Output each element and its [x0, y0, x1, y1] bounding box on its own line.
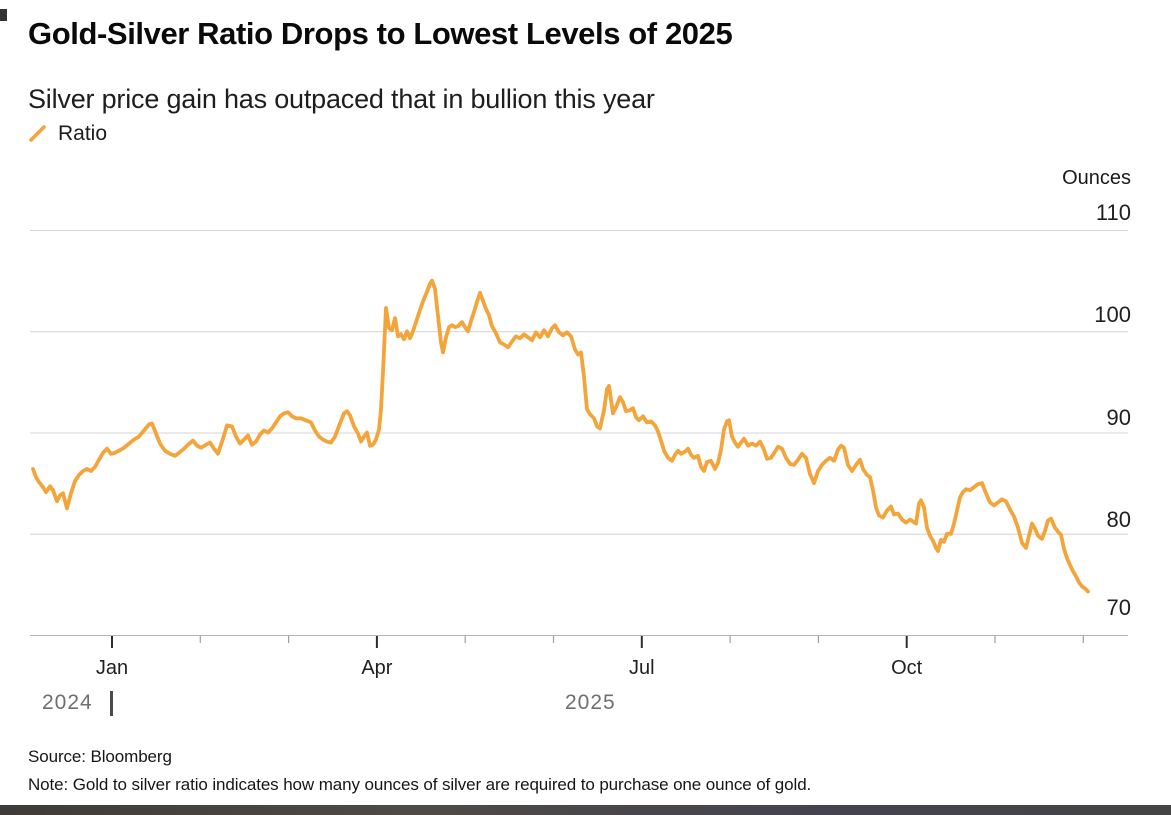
screen-edge-artifact: [0, 9, 7, 21]
x-axis-year-label-2024: 2024: [42, 691, 93, 714]
chart-legend: Ratio: [28, 122, 107, 146]
y-axis-unit-label: Ounces: [1062, 167, 1131, 189]
page-title: Gold-Silver Ratio Drops to Lowest Levels…: [28, 16, 733, 51]
x-axis-label-jul: Jul: [629, 657, 655, 679]
year-divider-bar: [110, 691, 113, 716]
legend-label-ratio: Ratio: [58, 122, 108, 145]
ratio-series-line: [31, 278, 1090, 594]
bottom-window-bar: [0, 805, 1171, 815]
y-axis-label-80: 80: [1106, 507, 1131, 532]
chart-footer: Source: Bloomberg Note: Gold to silver r…: [28, 743, 1148, 799]
x-axis-label-apr: Apr: [361, 657, 393, 679]
legend-line-swatch-icon: [28, 124, 48, 144]
x-axis-label-jan: Jan: [95, 657, 129, 679]
source-line: Source: Bloomberg: [28, 747, 172, 766]
y-axis-label-70: 70: [1106, 595, 1131, 620]
y-axis-label-100: 100: [1094, 302, 1131, 327]
note-line: Note: Gold to silver ratio indicates how…: [28, 775, 812, 794]
x-axis-year-label-2025: 2025: [565, 691, 616, 714]
page-subtitle: Silver price gain has outpaced that in b…: [28, 84, 655, 114]
x-axis-label-oct: Oct: [891, 657, 923, 679]
y-axis-label-90: 90: [1106, 405, 1131, 430]
y-axis-label-110: 110: [1095, 200, 1131, 225]
